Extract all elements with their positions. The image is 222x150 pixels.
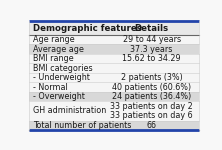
Bar — [29, 82, 199, 92]
Text: Average age: Average age — [33, 45, 84, 54]
Bar — [29, 73, 199, 82]
Text: 37.3 years: 37.3 years — [131, 45, 173, 54]
Text: 2 patients (3%): 2 patients (3%) — [121, 73, 182, 82]
Text: Age range: Age range — [33, 35, 75, 44]
Bar — [29, 35, 199, 44]
Text: 24 patients (36.4%): 24 patients (36.4%) — [112, 92, 191, 101]
Bar — [29, 21, 199, 35]
Bar — [29, 101, 199, 120]
Bar — [29, 44, 199, 54]
Text: 66: 66 — [147, 121, 157, 130]
Bar — [29, 54, 199, 63]
Text: - Underweight: - Underweight — [33, 73, 90, 82]
Bar — [29, 92, 199, 101]
Text: BMI categories: BMI categories — [33, 64, 93, 73]
Text: Total number of patients: Total number of patients — [33, 121, 131, 130]
Text: 29 to 44 years: 29 to 44 years — [123, 35, 181, 44]
Text: Demographic features: Demographic features — [33, 24, 142, 33]
Text: BMI range: BMI range — [33, 54, 73, 63]
Text: - Overweight: - Overweight — [33, 92, 85, 101]
Bar — [29, 120, 199, 130]
Text: Details: Details — [135, 24, 169, 33]
Text: GH administration: GH administration — [33, 106, 106, 116]
Bar — [29, 63, 199, 73]
Text: 40 patients (60.6%): 40 patients (60.6%) — [112, 83, 191, 92]
Text: 33 patients on day 2: 33 patients on day 2 — [110, 102, 193, 111]
Text: - Normal: - Normal — [33, 83, 68, 92]
Text: 15.62 to 34.29: 15.62 to 34.29 — [122, 54, 181, 63]
Text: 33 patients on day 6: 33 patients on day 6 — [110, 111, 193, 120]
